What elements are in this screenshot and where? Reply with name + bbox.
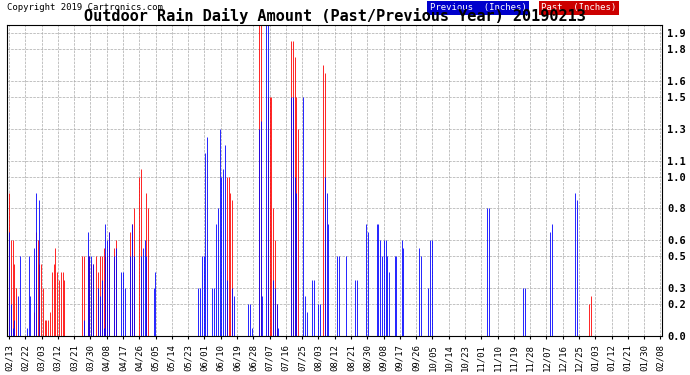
Text: Copyright 2019 Cartronics.com: Copyright 2019 Cartronics.com [7, 3, 163, 12]
Text: Previous  (Inches): Previous (Inches) [430, 3, 526, 12]
Text: Past  (Inches): Past (Inches) [541, 3, 616, 12]
Title: Outdoor Rain Daily Amount (Past/Previous Year) 20190213: Outdoor Rain Daily Amount (Past/Previous… [83, 8, 586, 24]
